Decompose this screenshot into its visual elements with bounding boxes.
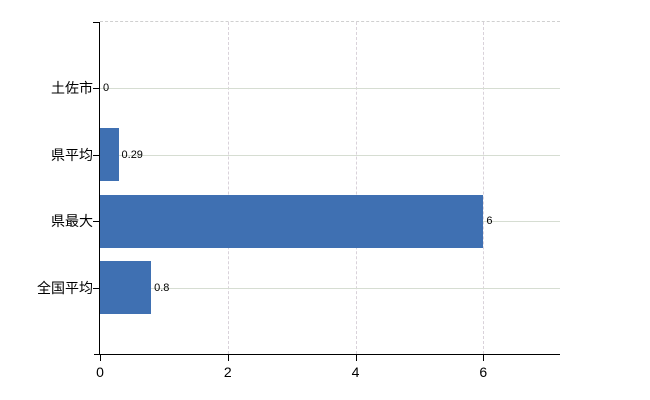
x-axis-tick-label: 6: [479, 364, 488, 380]
vertical-gridline: [227, 22, 229, 354]
bar: [100, 128, 119, 182]
category-label: 県最大: [51, 213, 93, 230]
bar-value-label: 0.8: [154, 281, 170, 294]
category-label: 全国平均: [37, 279, 93, 296]
x-axis-tick-label: 0: [96, 364, 104, 380]
x-axis-tick: [227, 355, 229, 361]
horizontal-gridline: [100, 154, 560, 156]
category-label: 土佐市: [51, 80, 93, 97]
horizontal-gridline: [100, 88, 560, 90]
vertical-gridline: [483, 22, 485, 354]
x-axis-tick-label: 2: [223, 364, 232, 380]
vertical-gridline: [355, 22, 357, 354]
plot-top-border: [100, 21, 560, 22]
x-axis-tick: [483, 355, 485, 361]
y-axis-top-tick: [93, 22, 99, 23]
category-label: 県平均: [51, 146, 93, 163]
bar: [100, 261, 152, 315]
bar-value-label: 0.29: [121, 148, 143, 161]
bar: [100, 194, 484, 248]
horizontal-gridline: [100, 287, 560, 289]
y-axis-tick: [93, 287, 99, 289]
y-axis-tick: [93, 154, 99, 156]
y-axis-tick: [93, 88, 99, 90]
x-axis-line: [94, 354, 560, 355]
y-axis-tick: [93, 221, 99, 223]
y-axis-line: [99, 22, 100, 354]
x-axis-tick: [355, 355, 357, 361]
x-axis-tick-label: 4: [351, 364, 360, 380]
x-axis-tick: [100, 355, 101, 361]
plot-area: 0 2 4 6 土佐市 0 県平均 0.29 県最大 6 全国平均 0.8: [37, 21, 560, 380]
bar-value-label: 6: [486, 215, 493, 228]
bar-value-label: 0: [103, 82, 110, 95]
